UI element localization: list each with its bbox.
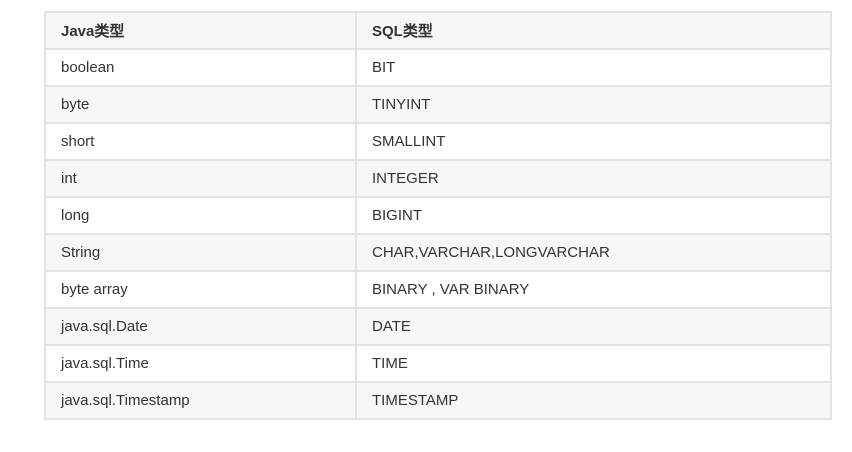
java-type-cell: String xyxy=(44,233,357,272)
table-body: boolean BIT byte TINYINT short SMALLINT … xyxy=(44,48,832,420)
sql-type-cell: SMALLINT xyxy=(355,122,832,161)
java-type-cell: java.sql.Date xyxy=(44,307,357,346)
table-row: long BIGINT xyxy=(44,196,832,235)
java-type-cell: java.sql.Timestamp xyxy=(44,381,357,420)
table-row: java.sql.Date DATE xyxy=(44,307,832,346)
header-sql-type: SQL类型 xyxy=(355,11,832,50)
sql-type-cell: CHAR,VARCHAR,LONGVARCHAR xyxy=(355,233,832,272)
table-row: java.sql.Timestamp TIMESTAMP xyxy=(44,381,832,420)
table-row: boolean BIT xyxy=(44,48,832,87)
table-row: java.sql.Time TIME xyxy=(44,344,832,383)
table-row: byte array BINARY , VAR BINARY xyxy=(44,270,832,309)
sql-type-cell: TIME xyxy=(355,344,832,383)
type-mapping-table: Java类型 SQL类型 boolean BIT byte TINYINT sh… xyxy=(44,11,832,420)
sql-type-cell: TINYINT xyxy=(355,85,832,124)
table-row: int INTEGER xyxy=(44,159,832,198)
sql-type-cell: BIT xyxy=(355,48,832,87)
java-type-cell: byte array xyxy=(44,270,357,309)
header-java-type: Java类型 xyxy=(44,11,357,50)
sql-type-cell: DATE xyxy=(355,307,832,346)
java-type-cell: boolean xyxy=(44,48,357,87)
java-type-cell: short xyxy=(44,122,357,161)
java-type-cell: int xyxy=(44,159,357,198)
sql-type-cell: BIGINT xyxy=(355,196,832,235)
java-type-cell: byte xyxy=(44,85,357,124)
java-type-cell: long xyxy=(44,196,357,235)
java-type-cell: java.sql.Time xyxy=(44,344,357,383)
table-row: byte TINYINT xyxy=(44,85,832,124)
sql-type-cell: BINARY , VAR BINARY xyxy=(355,270,832,309)
sql-type-cell: INTEGER xyxy=(355,159,832,198)
table-row: String CHAR,VARCHAR,LONGVARCHAR xyxy=(44,233,832,272)
header-row: Java类型 SQL类型 xyxy=(44,11,832,50)
table-row: short SMALLINT xyxy=(44,122,832,161)
table-header: Java类型 SQL类型 xyxy=(44,11,832,50)
sql-type-cell: TIMESTAMP xyxy=(355,381,832,420)
